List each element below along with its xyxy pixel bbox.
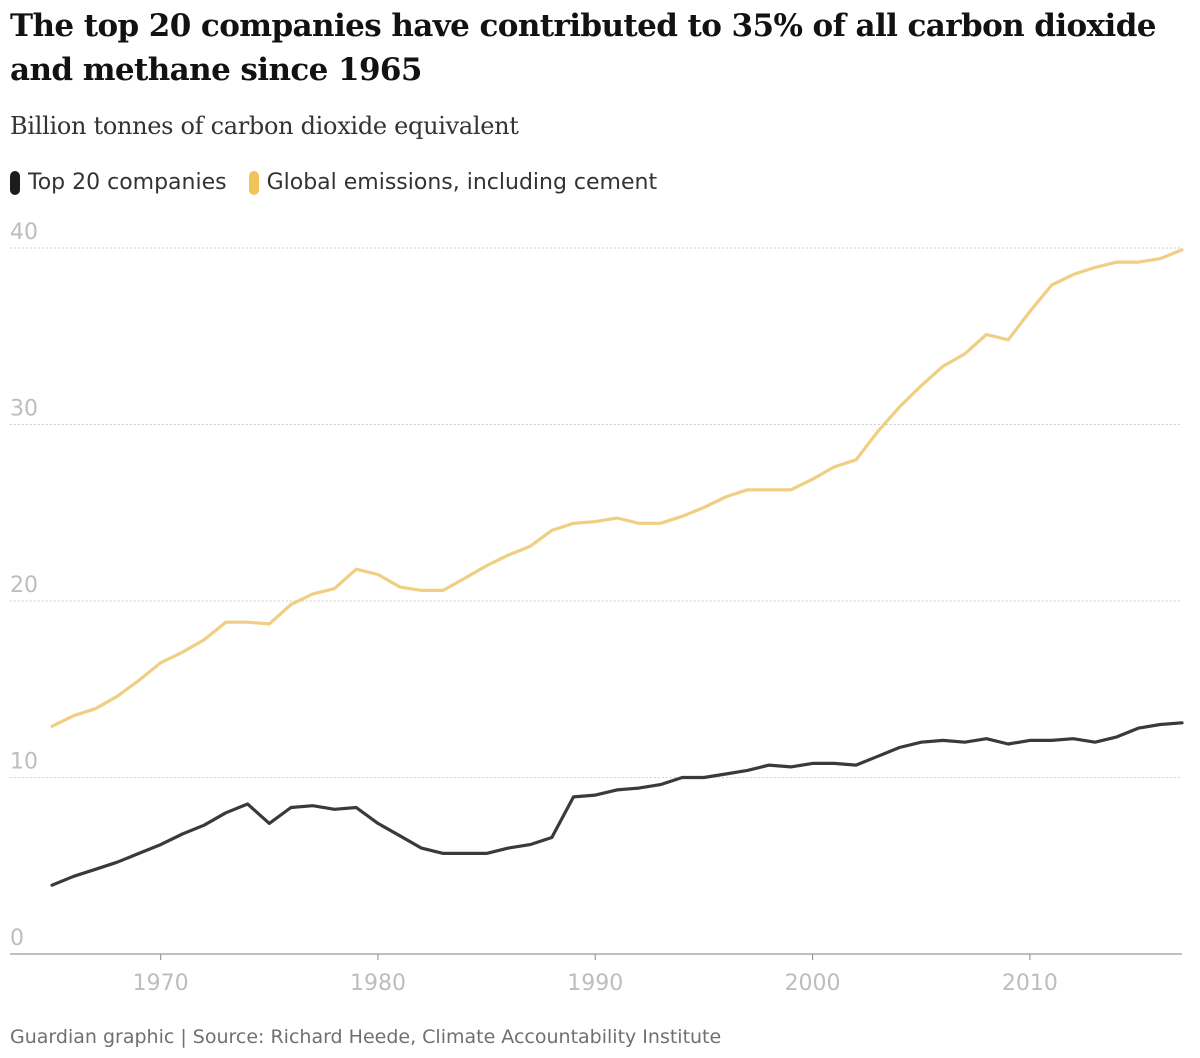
y-tick-label-40: 40 bbox=[10, 220, 38, 245]
series-line-global bbox=[50, 248, 1184, 728]
legend-label-global: Global emissions, including cement bbox=[266, 170, 658, 195]
legend-item-global: Global emissions, including cement bbox=[248, 170, 658, 195]
y-tick-label-0: 0 bbox=[10, 926, 24, 951]
y-tick-label-30: 30 bbox=[10, 397, 38, 422]
chart-subtitle: Billion tonnes of carbon dioxide equival… bbox=[10, 112, 519, 140]
chart-legend: Top 20 companies Global emissions, inclu… bbox=[10, 170, 679, 195]
source-note: Guardian graphic | Source: Richard Heede… bbox=[10, 1026, 722, 1048]
legend-swatch-top20 bbox=[10, 170, 20, 195]
x-tick-label-2000: 2000 bbox=[785, 971, 841, 996]
x-tick-label-2010: 2010 bbox=[1002, 971, 1058, 996]
series-line-top20 bbox=[50, 721, 1184, 887]
legend-swatch-global bbox=[248, 170, 259, 195]
x-tick-label-1990: 1990 bbox=[567, 971, 623, 996]
x-tick-label-1980: 1980 bbox=[350, 971, 406, 996]
y-tick-label-20: 20 bbox=[10, 573, 38, 598]
y-tick-label-10: 10 bbox=[10, 750, 38, 775]
legend-label-top20: Top 20 companies bbox=[28, 170, 227, 195]
legend-item-top20: Top 20 companies bbox=[10, 170, 227, 195]
chart-title: The top 20 companies have contributed to… bbox=[10, 8, 1157, 88]
x-tick-label-1970: 1970 bbox=[133, 971, 189, 996]
